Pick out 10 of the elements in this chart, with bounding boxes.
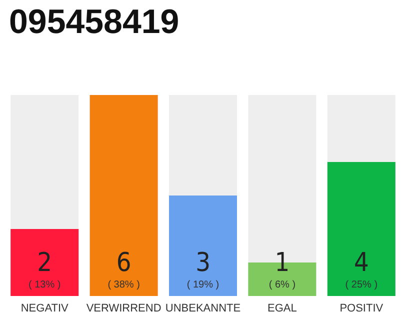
- data-label: 2 ( 13% ): [28, 248, 61, 290]
- x-tick-label: VERWIRREND: [86, 302, 162, 314]
- data-label: 6 ( 38% ): [108, 248, 140, 290]
- data-label: 4 ( 25% ): [345, 248, 378, 290]
- x-tick-label: EGAL: [268, 302, 297, 314]
- chart-title: 095458419: [9, 3, 180, 41]
- x-tick-label: NEGATIV: [20, 302, 69, 314]
- x-tick-label: POSITIV: [340, 302, 384, 314]
- data-label: 3 ( 19% ): [186, 248, 220, 290]
- x-tick-label: UNBEKANNTE: [165, 302, 241, 314]
